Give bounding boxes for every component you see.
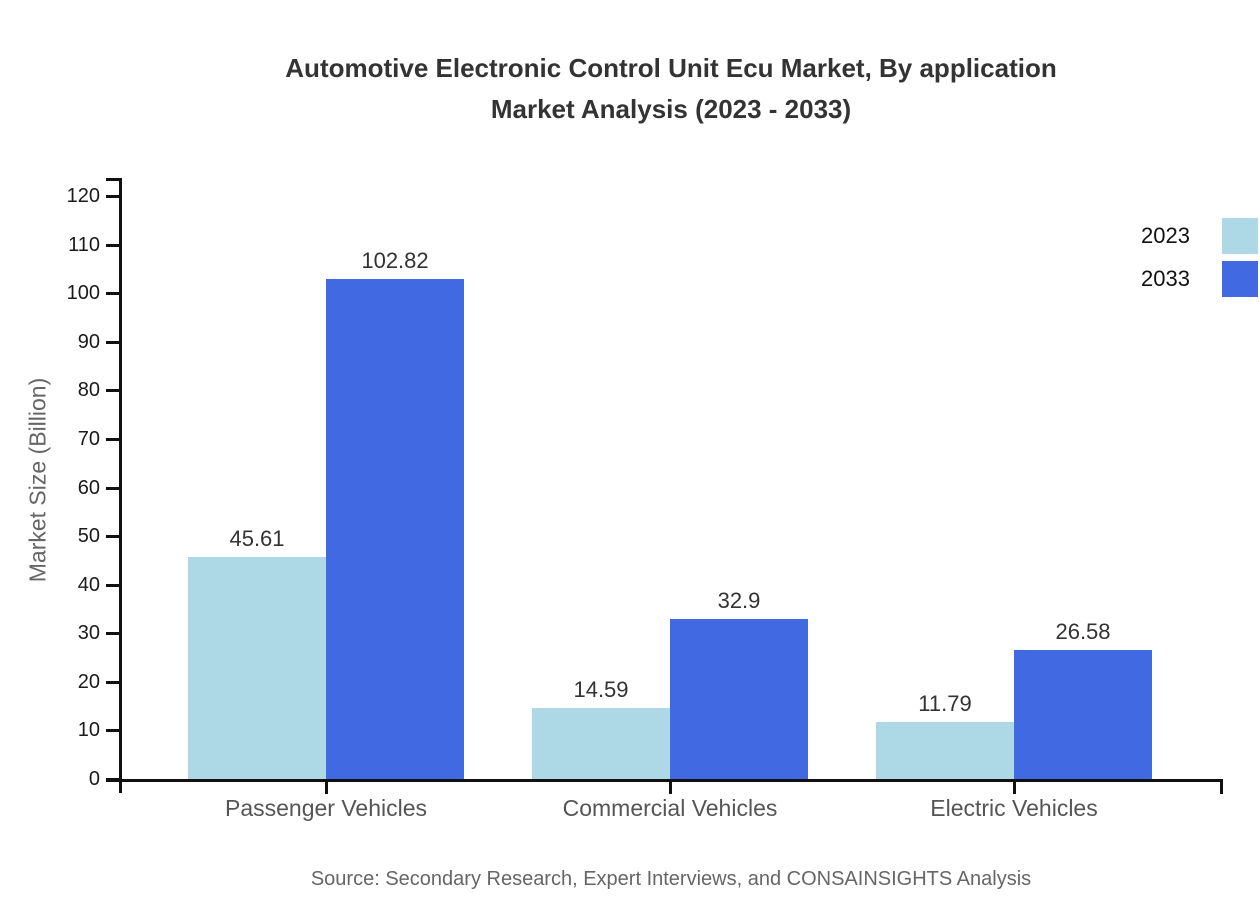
y-tick-40 bbox=[106, 583, 120, 587]
y-tick-label-40: 40 bbox=[77, 573, 100, 596]
y-tick-20 bbox=[106, 680, 120, 684]
legend-label-2033: 2033 bbox=[1141, 266, 1190, 291]
x-tick-passenger-vehicles bbox=[325, 782, 328, 794]
x-tick-commercial-vehicles bbox=[669, 782, 672, 794]
y-tick-label-110: 110 bbox=[68, 233, 100, 256]
y-tick-label-60: 60 bbox=[77, 476, 100, 499]
y-tick-label-100: 100 bbox=[66, 282, 100, 305]
legend-item-2033: 2033 bbox=[1141, 261, 1258, 297]
y-tick-120 bbox=[106, 195, 120, 198]
chart-title-line1: Automotive Electronic Control Unit Ecu M… bbox=[285, 53, 1057, 83]
y-tick-30 bbox=[106, 632, 120, 636]
y-tick-label-30: 30 bbox=[77, 622, 100, 645]
x-axis-line bbox=[106, 779, 1223, 782]
y-tick-0 bbox=[106, 778, 120, 781]
y-tick-label-50: 50 bbox=[77, 525, 100, 548]
y-tick-label-80: 80 bbox=[77, 379, 100, 402]
y-tick-label-20: 20 bbox=[77, 670, 100, 693]
y-axis-line bbox=[119, 178, 122, 793]
legend-label-2023: 2023 bbox=[1141, 223, 1190, 248]
bar-2033-commercial-vehicles bbox=[670, 619, 808, 779]
category-label-commercial-vehicles: Commercial Vehicles bbox=[562, 795, 778, 821]
legend-item-2023: 2023 bbox=[1141, 218, 1258, 254]
y-tick-100 bbox=[106, 292, 120, 296]
y-tick-110 bbox=[106, 243, 120, 247]
y-tick-label-120: 120 bbox=[66, 185, 100, 207]
bar-2023-passenger-vehicles bbox=[188, 557, 326, 779]
bar-2033-electric-vehicles bbox=[1014, 649, 1152, 779]
y-tick-label-90: 90 bbox=[77, 330, 100, 353]
y-tick-label-10: 10 bbox=[77, 719, 100, 742]
x-axis-end-cap bbox=[1220, 779, 1223, 794]
value-label-2023-passenger-vehicles: 45.61 bbox=[229, 526, 285, 552]
legend-swatch-2023 bbox=[1222, 218, 1258, 254]
category-label-electric-vehicles: Electric Vehicles bbox=[930, 795, 1098, 821]
x-tick-electric-vehicles bbox=[1013, 782, 1016, 794]
y-tick-60 bbox=[106, 486, 120, 490]
y-tick-label-0: 0 bbox=[88, 768, 100, 790]
bar-2033-passenger-vehicles bbox=[326, 279, 464, 779]
value-label-2023-commercial-vehicles: 14.59 bbox=[573, 677, 629, 703]
category-label-passenger-vehicles: Passenger Vehicles bbox=[224, 795, 427, 821]
chart-title-line2: Market Analysis (2023 - 2033) bbox=[490, 94, 852, 124]
bar-2023-commercial-vehicles bbox=[532, 708, 670, 779]
y-tick-label-70: 70 bbox=[77, 427, 100, 450]
value-label-2033-passenger-vehicles: 102.82 bbox=[361, 248, 429, 274]
y-axis-end-cap bbox=[106, 178, 122, 181]
y-tick-70 bbox=[106, 437, 120, 441]
chart-title: Automotive Electronic Control Unit Ecu M… bbox=[120, 48, 1222, 130]
source-note: Source: Secondary Research, Expert Inter… bbox=[310, 868, 1032, 890]
y-tick-80 bbox=[106, 389, 120, 393]
y-tick-50 bbox=[106, 535, 120, 539]
y-tick-10 bbox=[106, 729, 120, 733]
value-label-2033-commercial-vehicles: 32.9 bbox=[717, 588, 761, 614]
legend-swatch-2033 bbox=[1222, 261, 1258, 297]
legend: 2023 2033 bbox=[1141, 218, 1258, 304]
value-label-2033-electric-vehicles: 26.58 bbox=[1055, 618, 1111, 644]
y-tick-90 bbox=[106, 340, 120, 344]
bar-2023-electric-vehicles bbox=[876, 721, 1014, 779]
value-label-2023-electric-vehicles: 11.79 bbox=[918, 690, 972, 716]
